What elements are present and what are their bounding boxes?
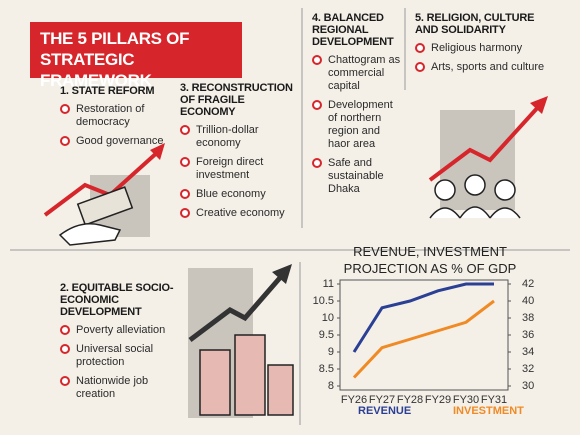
- pillar-title: 3. RECONSTRUCTION OF FRAGILE ECONOMY: [180, 82, 293, 118]
- pillar-item: Creative economy: [180, 207, 298, 220]
- y2-tick-label: 34: [522, 346, 534, 358]
- shape: [76, 186, 134, 226]
- y-tick-label: 9: [328, 346, 334, 358]
- page-title: THE 5 PILLARS OF STRATEGIC FRAMEWORK: [30, 22, 242, 90]
- x-tick-label: FY28: [397, 394, 423, 406]
- pillar: 5. RELIGION, CULTURE AND SOLIDARITY Relig…: [415, 12, 555, 80]
- shape: [494, 179, 516, 201]
- pillar-item: Good governance: [60, 135, 172, 148]
- series-line: [352, 282, 494, 353]
- shape: [199, 349, 231, 416]
- pillar-title: 4. BALANCED REGIONAL DEVELOPMENT: [312, 12, 394, 48]
- illustration-people: [428, 96, 548, 219]
- arrow-head: [272, 264, 292, 284]
- arrow: [428, 103, 542, 182]
- illustration-coins: [188, 264, 294, 418]
- x-tick-label: FY30: [453, 394, 479, 406]
- pillar: 4. BALANCED REGIONAL DEVELOPMENT Chattogr…: [312, 12, 402, 202]
- x-tick-label: FY27: [369, 394, 395, 406]
- pillar-item: Religious harmony: [415, 42, 555, 55]
- chart-title: REVENUE, INVESTMENT PROJECTION AS % OF G…: [343, 244, 517, 276]
- y2-tick-label: 30: [522, 380, 534, 392]
- pillar-title: 2. EQUITABLE SOCIO-ECONOMIC DEVELOPMENT: [60, 282, 174, 318]
- y2-tick-label: 42: [522, 278, 534, 290]
- pillar-item: Foreign direct investment: [180, 156, 298, 182]
- arrow: [43, 148, 162, 217]
- y-tick-label: 11: [323, 278, 334, 290]
- arrow: [188, 270, 287, 342]
- illustration-money: [43, 143, 165, 246]
- x-tick-label: FY26: [341, 394, 367, 406]
- shape: [234, 334, 266, 416]
- y-tick-label: 8: [328, 380, 334, 392]
- shape: [434, 179, 456, 201]
- pillar-item: Universal social protection: [60, 343, 185, 369]
- pillar-item: Nationwide job creation: [60, 375, 185, 401]
- y2-tick-label: 32: [522, 363, 534, 375]
- legend-entry: REVENUE: [358, 405, 412, 417]
- shape: [429, 206, 521, 219]
- pillar-item: Chattogram as commercial capital: [312, 54, 402, 93]
- shape: [464, 174, 486, 196]
- pillar-item: Safe and sustainable Dhaka: [312, 157, 402, 196]
- y2-tick-label: 36: [522, 329, 534, 341]
- y2-tick-label: 40: [522, 295, 534, 307]
- x-tick-label: FY31: [481, 394, 507, 406]
- legend-entry: INVESTMENT: [453, 405, 524, 417]
- pillar-item: Development of northern region and haor …: [312, 99, 402, 151]
- pillar-title: 1. STATE REFORM: [60, 85, 155, 97]
- pillar: 2. EQUITABLE SOCIO-ECONOMIC DEVELOPMENT P…: [60, 282, 185, 407]
- series-line: [352, 299, 495, 379]
- pillar: 3. RECONSTRUCTION OF FRAGILE ECONOMY Tril…: [180, 82, 298, 226]
- pillar: 1. STATE REFORM Restoration of democracy G…: [60, 85, 172, 154]
- pillar-item: Restoration of democracy: [60, 103, 172, 129]
- pillar-title: 5. RELIGION, CULTURE AND SOLIDARITY: [415, 12, 535, 36]
- pillar-item: Poverty alleviation: [60, 324, 185, 337]
- pillar-item: Arts, sports and culture: [415, 61, 555, 74]
- x-tick-label: FY29: [425, 394, 451, 406]
- arrow-head: [530, 96, 548, 114]
- shape: [58, 223, 122, 246]
- y-tick-label: 9.5: [319, 329, 334, 341]
- shape: [267, 364, 294, 416]
- y-tick-label: 8.5: [319, 363, 334, 375]
- y2-tick-label: 38: [522, 312, 534, 324]
- y-tick-label: 10: [322, 312, 334, 324]
- arrow-head: [150, 143, 165, 160]
- y-tick-label: 10.5: [313, 295, 334, 307]
- pillar-item: Trillion-dollar economy: [180, 124, 298, 150]
- pillar-item: Blue economy: [180, 188, 298, 201]
